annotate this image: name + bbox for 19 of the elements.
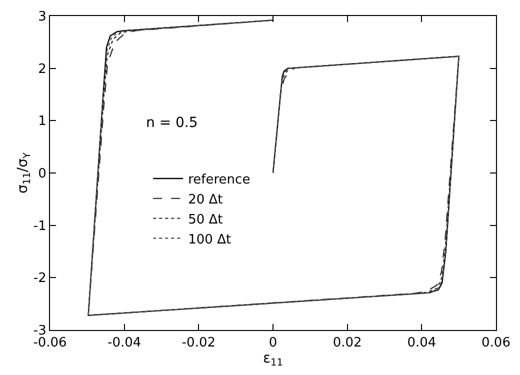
x-tick-label: 0.02 xyxy=(332,336,362,351)
x-tick-label: -0.04 xyxy=(108,336,142,351)
x-axis-title: ε$_{11}$ xyxy=(262,350,284,369)
legend-label: reference xyxy=(188,172,250,188)
y-tick-label: -1 xyxy=(33,218,46,234)
x-tick-label: -0.06 xyxy=(33,336,67,351)
y-tick-label: 3 xyxy=(38,10,46,25)
y-tick-label: 1 xyxy=(38,114,46,130)
y-tick-label: 0 xyxy=(38,166,46,182)
legend-label: 100 Δt xyxy=(188,232,232,248)
legend-label: 20 Δt xyxy=(188,192,223,208)
y-tick-label: 2 xyxy=(38,62,46,77)
x-tick-label: 0.04 xyxy=(407,336,436,351)
legend-label: 50 Δt xyxy=(188,212,223,228)
y-tick-label: -2 xyxy=(33,271,46,286)
annotation: n = 0.5 xyxy=(146,115,198,131)
x-tick-label: 0 xyxy=(268,336,278,351)
x-tick-label: 0.06 xyxy=(482,336,510,351)
x-tick-label: -0.02 xyxy=(182,336,216,351)
